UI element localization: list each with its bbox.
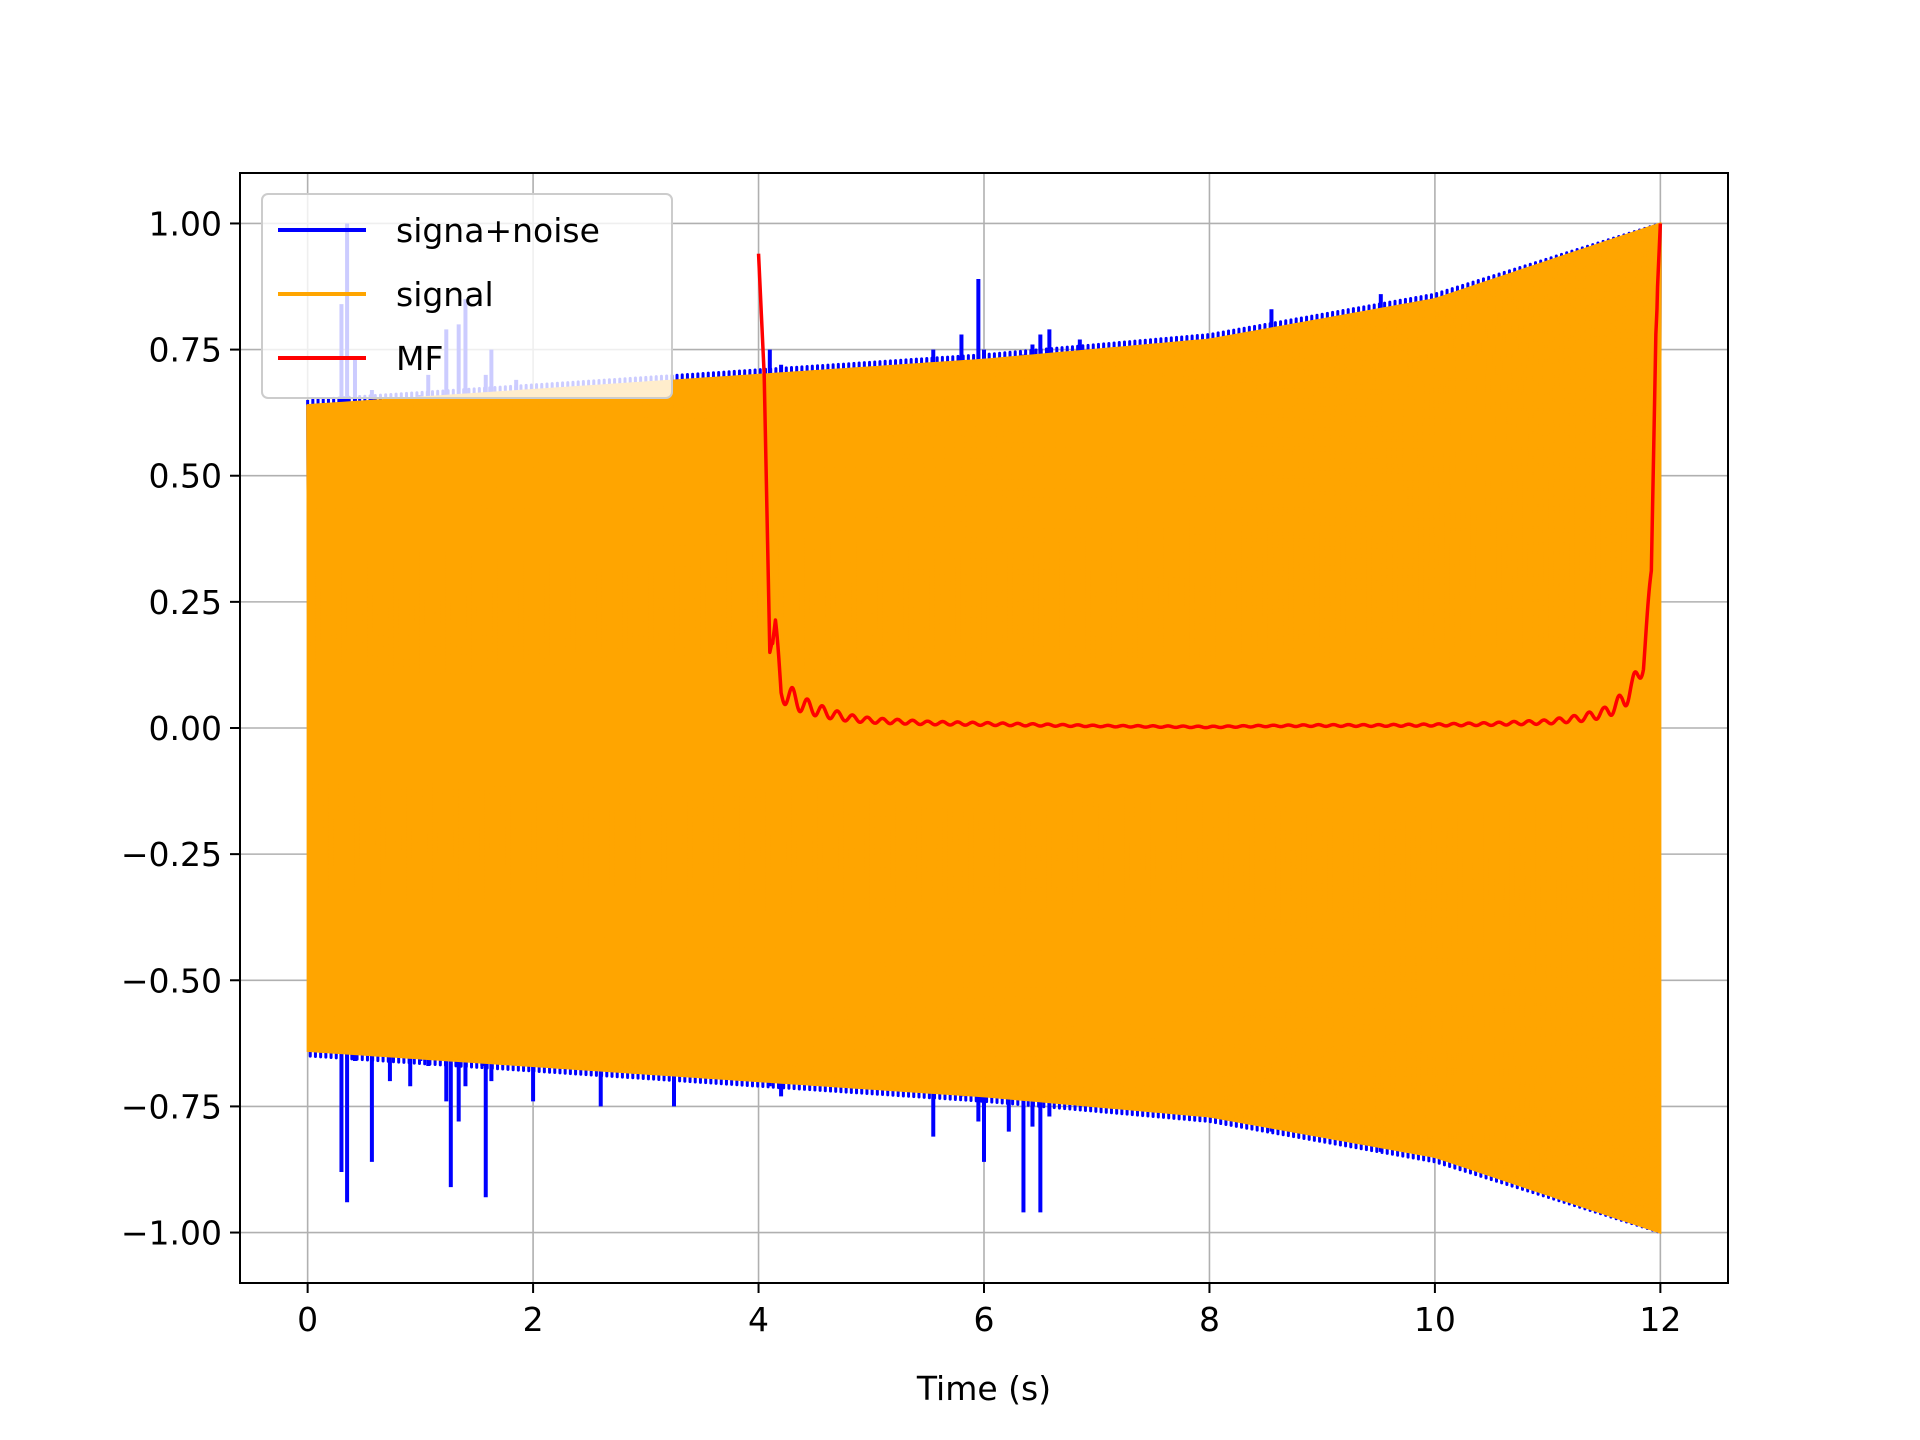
y-tick-label: 0.75 bbox=[149, 331, 222, 370]
mf-line bbox=[756, 223, 1663, 730]
legend-box bbox=[261, 193, 673, 399]
mf-series bbox=[756, 223, 1663, 730]
legend-label: MF bbox=[396, 339, 443, 378]
legend-label: signa+noise bbox=[396, 211, 600, 250]
x-tick-label: 8 bbox=[1199, 1300, 1220, 1339]
signal-line bbox=[306, 223, 1662, 1232]
x-tick-label: 6 bbox=[974, 1300, 995, 1339]
axis-ticks: 0 2 4 6 8 10 12 1.00 0.75 0.50 0.25 0.00 −0.25 −0.50 −… bbox=[121, 204, 1682, 1339]
y-tick-label: −0.75 bbox=[121, 1087, 222, 1126]
y-tick-label: 0.25 bbox=[149, 583, 222, 622]
y-tick-label: −0.50 bbox=[121, 961, 222, 1000]
x-axis-label: Time (s) bbox=[916, 1369, 1051, 1408]
y-tick-label: −0.25 bbox=[121, 835, 222, 874]
x-tick-label: 12 bbox=[1639, 1300, 1681, 1339]
x-tick-label: 4 bbox=[748, 1300, 769, 1339]
y-tick-label: −1.00 bbox=[121, 1214, 222, 1253]
x-tick-label: 2 bbox=[523, 1300, 544, 1339]
legend: signa+noise signal MF bbox=[261, 193, 673, 399]
signal-series bbox=[306, 222, 1662, 1234]
plot-area bbox=[306, 222, 1663, 1234]
legend-label: signal bbox=[396, 275, 494, 314]
y-tick-label: 0.00 bbox=[149, 709, 222, 748]
y-tick-label: 0.50 bbox=[149, 457, 222, 496]
y-tick-label: 1.00 bbox=[149, 204, 222, 243]
x-tick-label: 0 bbox=[297, 1300, 318, 1339]
x-tick-label: 10 bbox=[1414, 1300, 1456, 1339]
